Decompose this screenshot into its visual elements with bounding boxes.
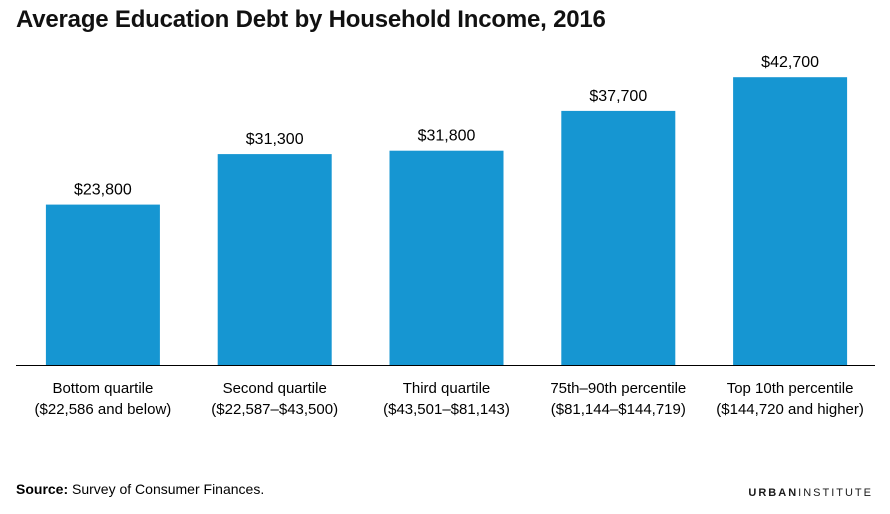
- category-label-1-line-1: ($22,587–$43,500): [211, 401, 338, 418]
- category-label-0-line-1: ($22,586 and below): [35, 401, 172, 418]
- bar-0: [45, 204, 160, 365]
- bar-chart: $23,800 Bottom quartile ($22,586 and below…: [16, 54, 875, 418]
- bar-2: [389, 150, 504, 365]
- urban-institute-logo: URBANINSTITUTE: [748, 487, 873, 499]
- category-label-4-line-0: Top 10th percentile: [727, 380, 854, 397]
- category-label-1-line-0: Second quartile: [223, 380, 327, 397]
- data-label-2: $31,800: [418, 128, 476, 145]
- bar-4: [733, 77, 848, 365]
- category-label-0-line-0: Bottom quartile: [52, 380, 153, 397]
- source-label: Source:: [16, 481, 69, 497]
- category-label-3-line-1: ($81,144–$144,719): [551, 401, 686, 418]
- category-label-3-line-0: 75th–90th percentile: [550, 380, 686, 397]
- data-label-0: $23,800: [74, 182, 132, 199]
- bar-1: [217, 154, 332, 365]
- source-text: Survey of Consumer Finances.: [72, 481, 265, 497]
- category-label-4-line-1: ($144,720 and higher): [716, 401, 864, 418]
- data-label-3: $37,700: [589, 88, 647, 105]
- chart-title: Average Education Debt by Household Inco…: [16, 6, 606, 33]
- source-note: Source: Survey of Consumer Finances.: [16, 481, 264, 497]
- data-label-4: $42,700: [761, 54, 819, 71]
- bar-3: [561, 110, 676, 366]
- logo-urban: URBAN: [748, 487, 799, 499]
- category-label-2-line-0: Third quartile: [403, 380, 491, 397]
- logo-institute: INSTITUTE: [798, 487, 873, 499]
- category-label-2-line-1: ($43,501–$81,143): [383, 401, 510, 418]
- data-label-1: $31,300: [246, 131, 304, 148]
